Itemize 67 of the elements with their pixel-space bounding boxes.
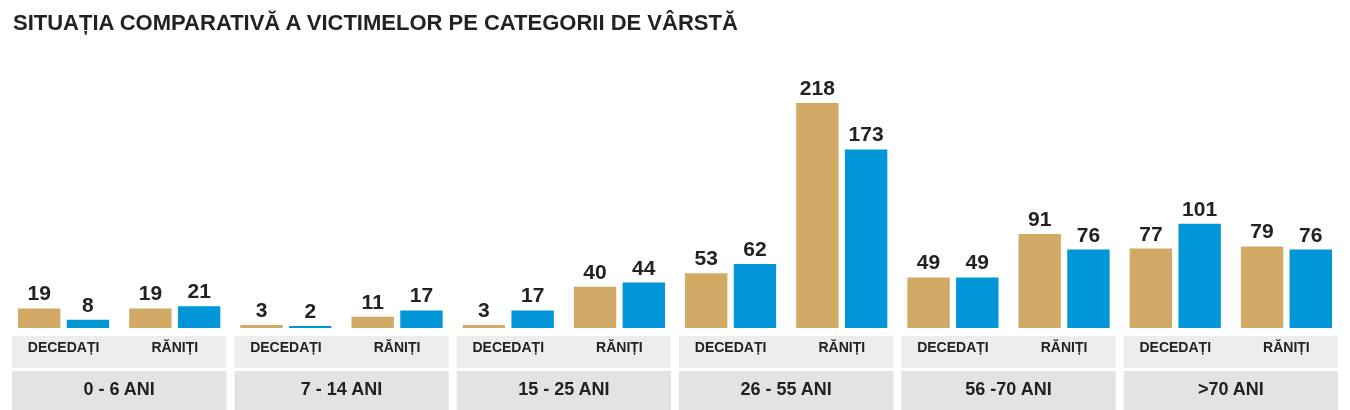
bar xyxy=(177,306,221,328)
data-label: 49 xyxy=(965,250,989,274)
bar xyxy=(462,324,506,328)
data-label: 76 xyxy=(1076,222,1101,246)
bar xyxy=(685,273,728,328)
data-label: 62 xyxy=(743,237,767,261)
bar xyxy=(733,264,777,328)
bar xyxy=(1067,249,1110,328)
bar xyxy=(1240,246,1284,328)
text: 15 - 25 ANI xyxy=(518,379,610,399)
data-label: 11 xyxy=(361,289,385,313)
bar xyxy=(351,316,394,328)
bar xyxy=(18,308,61,328)
bar xyxy=(1289,249,1332,328)
text: 0 - 6 ANI xyxy=(83,379,155,399)
bar xyxy=(796,103,839,328)
x-tick-label: DECEDAȚI xyxy=(917,339,989,355)
data-label: 44 xyxy=(632,255,656,279)
data-label: 17 xyxy=(409,283,434,307)
data-label: 76 xyxy=(1299,222,1323,246)
data-label: 77 xyxy=(1139,221,1163,245)
bar xyxy=(289,325,332,328)
x-tick-label: RĂNIȚI xyxy=(1040,339,1088,355)
data-label: 21 xyxy=(187,279,212,303)
bar xyxy=(844,149,888,328)
bar xyxy=(400,310,443,328)
x-tick-label: DECEDAȚI xyxy=(472,339,545,355)
data-label: 91 xyxy=(1028,207,1052,231)
data-label: 40 xyxy=(583,259,607,283)
data-label: 49 xyxy=(916,250,941,274)
data-label: 101 xyxy=(1182,196,1218,220)
data-label: 17 xyxy=(520,283,545,307)
bar xyxy=(573,286,617,328)
data-label: 53 xyxy=(694,246,718,270)
bar xyxy=(511,310,554,328)
x-tick-label: RĂNIȚI xyxy=(151,339,199,355)
x-tick-label: DECEDAȚI xyxy=(694,339,767,355)
bar xyxy=(66,319,110,328)
x-tick-label: RĂNIȚI xyxy=(596,339,643,355)
data-label: 218 xyxy=(799,76,836,100)
bar xyxy=(907,277,950,328)
bar xyxy=(1178,223,1221,328)
data-label: 3 xyxy=(478,297,490,321)
data-label: 19 xyxy=(138,281,163,305)
bar xyxy=(129,308,172,328)
data-label: 3 xyxy=(255,297,268,321)
chart-title: SITUAȚIA COMPARATIVĂ A VICTIMELOR PE CATEGORII DE VÂRSTĂ xyxy=(13,9,738,35)
text: >70 ANI xyxy=(1197,379,1264,399)
x-tick-label: RĂNIȚI xyxy=(373,339,421,355)
data-label: 173 xyxy=(848,122,884,146)
x-tick-label: RĂNIȚI xyxy=(818,339,866,355)
data-label: 8 xyxy=(82,292,95,316)
bar xyxy=(1018,234,1061,328)
data-label: 2 xyxy=(304,298,317,322)
text: 56 -70 ANI xyxy=(965,379,1052,399)
bar xyxy=(956,277,999,328)
x-tick-label: DECEDAȚI xyxy=(1139,339,1212,355)
bar xyxy=(240,324,283,328)
bar xyxy=(622,282,665,328)
x-tick-label: RĂNIȚI xyxy=(1263,339,1310,355)
data-label: 19 xyxy=(27,281,51,305)
x-tick-label: DECEDAȚI xyxy=(250,339,322,355)
text: 7 - 14 ANI xyxy=(300,379,383,399)
data-label: 79 xyxy=(1250,219,1274,243)
bar xyxy=(1129,248,1173,328)
x-tick-label: DECEDAȚI xyxy=(27,339,100,355)
text: 26 - 55 ANI xyxy=(740,379,832,399)
